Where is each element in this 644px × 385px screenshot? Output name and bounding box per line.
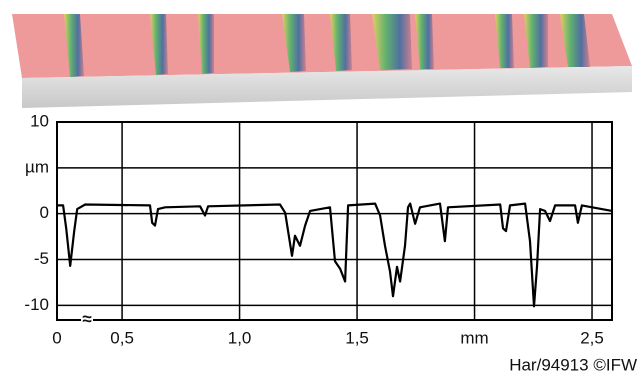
x-tick-label: 2,5 (580, 328, 604, 347)
x-tick-label: 1,5 (345, 328, 369, 347)
x-tick-label: 1,0 (228, 328, 252, 347)
axis-break: ≈ (82, 309, 91, 328)
x-tick-label: mm (460, 328, 488, 347)
x-tick-label: 0,5 (110, 328, 134, 347)
plot-frame (57, 122, 612, 320)
figure: Har/94913 ©IFW 10 µm 0 -5 -10 0,5 1,0 1,5 mm 2,5 0… (0, 0, 644, 380)
y-tick-label: 0 (40, 203, 49, 222)
x-origin-label: 0 (52, 328, 61, 347)
y-tick-label: -5 (34, 249, 49, 268)
y-tick-label: -10 (24, 295, 49, 314)
profile-line (57, 204, 612, 307)
credit: Har/94913 ©IFW (509, 355, 637, 374)
surface-rendering (12, 14, 632, 108)
y-tick-label: 10 (30, 111, 49, 130)
y-tick-label: µm (25, 157, 49, 176)
